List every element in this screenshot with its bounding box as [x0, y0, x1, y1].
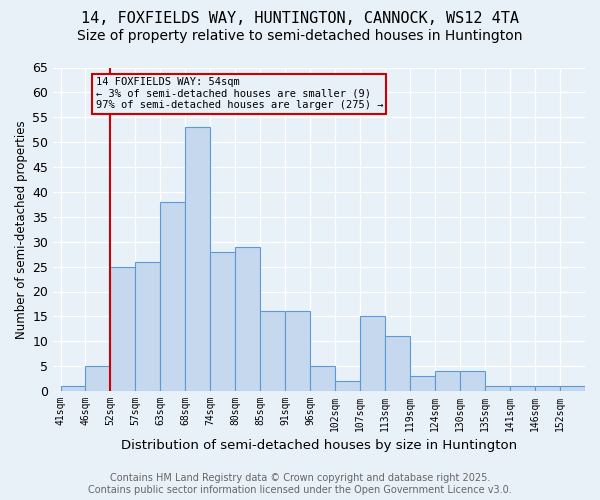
Bar [510, 386, 535, 391]
Bar [235, 246, 260, 391]
Text: 14, FOXFIELDS WAY, HUNTINGTON, CANNOCK, WS12 4TA: 14, FOXFIELDS WAY, HUNTINGTON, CANNOCK, … [81, 11, 519, 26]
Bar [185, 127, 211, 391]
X-axis label: Distribution of semi-detached houses by size in Huntington: Distribution of semi-detached houses by … [121, 440, 517, 452]
Bar [485, 386, 510, 391]
Bar [535, 386, 560, 391]
Bar [385, 336, 410, 391]
Y-axis label: Number of semi-detached properties: Number of semi-detached properties [15, 120, 28, 338]
Text: Size of property relative to semi-detached houses in Huntington: Size of property relative to semi-detach… [77, 29, 523, 43]
Bar [110, 266, 136, 391]
Bar [460, 371, 485, 391]
Text: Contains HM Land Registry data © Crown copyright and database right 2025.
Contai: Contains HM Land Registry data © Crown c… [88, 474, 512, 495]
Bar [310, 366, 335, 391]
Bar [285, 312, 310, 391]
Bar [335, 381, 360, 391]
Bar [360, 316, 385, 391]
Bar [435, 371, 460, 391]
Bar [260, 312, 285, 391]
Bar [136, 262, 160, 391]
Text: 14 FOXFIELDS WAY: 54sqm
← 3% of semi-detached houses are smaller (9)
97% of semi: 14 FOXFIELDS WAY: 54sqm ← 3% of semi-det… [95, 77, 383, 110]
Bar [560, 386, 585, 391]
Bar [410, 376, 435, 391]
Bar [61, 386, 85, 391]
Bar [211, 252, 235, 391]
Bar [85, 366, 110, 391]
Bar [160, 202, 185, 391]
